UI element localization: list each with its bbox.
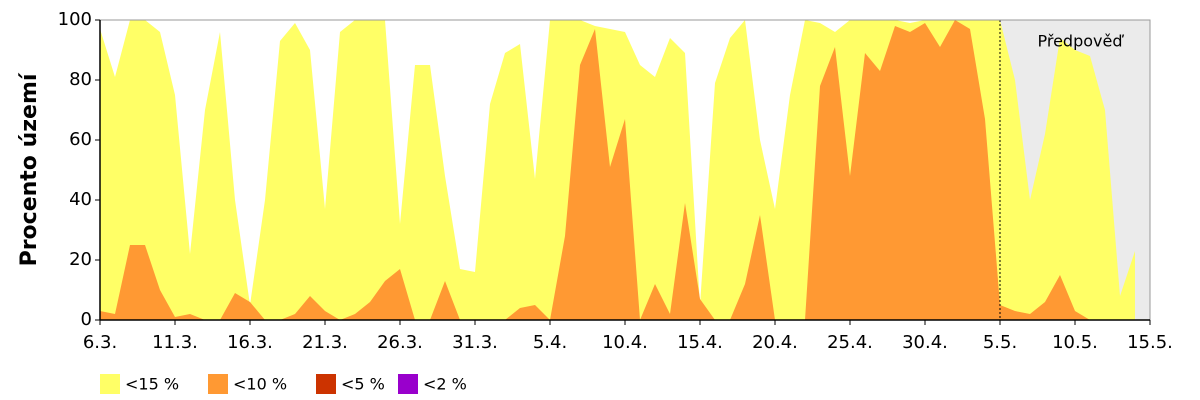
y-tick-label: 0 [81, 309, 92, 330]
y-tick-label: 40 [69, 189, 92, 210]
x-tick-label: 10.5. [1052, 332, 1098, 353]
y-axis-label: Procento území [17, 72, 42, 266]
legend-swatch [100, 374, 120, 394]
annotation: Předpověď [1037, 32, 1124, 51]
x-tick-label: 21.3. [302, 332, 348, 353]
y-tick-label: 20 [69, 249, 92, 270]
area [100, 20, 1135, 320]
y-tick-label: 100 [58, 9, 92, 30]
x-tick-label: 26.3. [377, 332, 423, 353]
legend-swatch [316, 374, 336, 394]
x-tick-label: 11.3. [152, 332, 198, 353]
x-tick-label: 5.5. [983, 332, 1017, 353]
x-tick-label: 10.4. [602, 332, 648, 353]
x-tick-label: 30.4. [902, 332, 948, 353]
legend-label: <2 % [423, 375, 467, 394]
legend-label: <5 % [341, 375, 385, 394]
x-tick-label: 5.4. [533, 332, 567, 353]
legend-swatch [398, 374, 418, 394]
y-tick-label: 60 [69, 129, 92, 150]
legend-label: <15 % [125, 375, 179, 394]
x-tick-label: 20.4. [752, 332, 798, 353]
x-tick-label: 16.3. [227, 332, 273, 353]
x-tick-label: 6.3. [83, 332, 117, 353]
y-tick-label: 80 [69, 69, 92, 90]
legend-swatch [208, 374, 228, 394]
x-tick-label: 15.5. [1127, 332, 1173, 353]
x-tick-label: 31.3. [452, 332, 498, 353]
x-tick-label: 25.4. [827, 332, 873, 353]
x-tick-label: 15.4. [677, 332, 723, 353]
legend-label: <10 % [233, 375, 287, 394]
